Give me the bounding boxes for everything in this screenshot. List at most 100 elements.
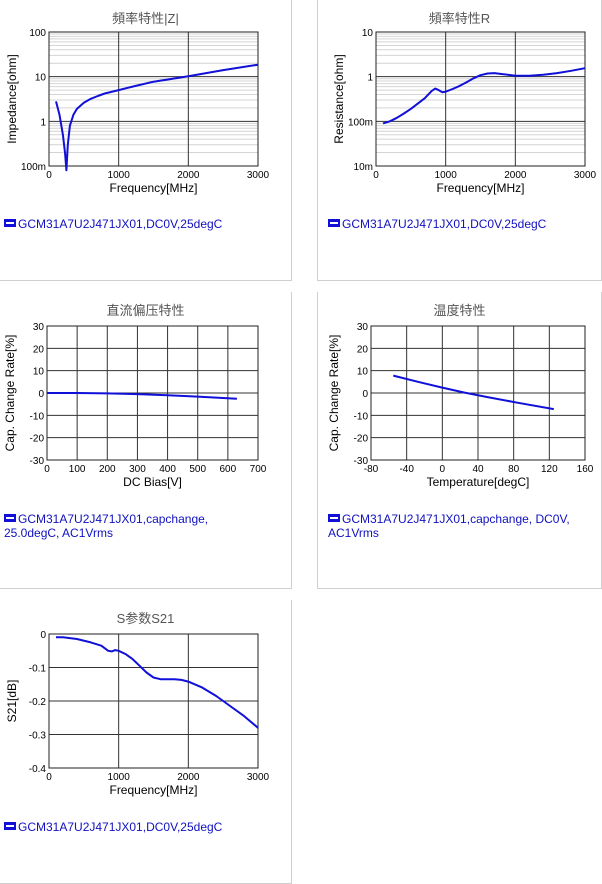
s21-panel: S参数S21 0 1000 2000 3000 0 -0.1 -0.2 -0.3 -0.4 Fre… <box>0 600 292 884</box>
x-axis-label: Frequency[MHz] <box>109 181 197 195</box>
y-tick-label: -20 <box>354 434 369 445</box>
x-tick-label: 500 <box>189 464 206 475</box>
plot-frame <box>48 633 259 769</box>
y-tick-label: 100m <box>348 117 373 128</box>
x-tick-label: 700 <box>250 464 267 475</box>
plot-frame <box>375 31 586 167</box>
x-tick-label: 0 <box>46 170 52 181</box>
legend-label: GCM31A7U2J471JX01,capchange, 25.0degC, A… <box>4 512 209 540</box>
x-axis-label: Frequency[MHz] <box>109 783 197 797</box>
y-axis-label: Resistance[ohm] <box>332 54 346 143</box>
chart-legend: GCM31A7U2J471JX01,capchange, DC0V, AC1Vr… <box>328 512 593 540</box>
y-tick-label: 10 <box>357 367 369 378</box>
y-tick-label: 30 <box>357 322 369 333</box>
y-tick-label: 100m <box>21 162 46 173</box>
series-line <box>393 374 554 411</box>
x-axis-label: DC Bias[V] <box>123 475 182 489</box>
x-tick-label: 600 <box>220 464 237 475</box>
x-tick-label: 1000 <box>108 772 131 783</box>
chart-legend: GCM31A7U2J471JX01,capchange, 25.0degC, A… <box>4 512 264 540</box>
y-tick-label: 1 <box>40 117 46 128</box>
x-tick-label: 3000 <box>574 170 597 181</box>
x-tick-label: 2000 <box>177 772 200 783</box>
y-tick-label: 0 <box>362 389 368 400</box>
x-tick-label: 2000 <box>504 170 527 181</box>
y-tick-label: -0.4 <box>29 764 47 775</box>
y-tick-label: 1 <box>367 73 373 84</box>
y-tick-label: -30 <box>30 456 45 467</box>
y-tick-label: 10m <box>354 162 373 173</box>
x-tick-label: 100 <box>69 464 86 475</box>
legend-swatch-icon <box>4 822 16 830</box>
legend-label: GCM31A7U2J471JX01,DC0V,25degC <box>18 217 223 231</box>
resistance-panel: 頻率特性R 0 1000 2000 3000 10m 100m 1 10 Frequency[M… <box>317 0 602 281</box>
legend-label: GCM31A7U2J471JX01,DC0V,25degC <box>18 820 223 834</box>
legend-swatch-icon <box>328 219 340 227</box>
y-tick-label: 20 <box>357 344 369 355</box>
series-line <box>56 636 259 729</box>
dcbias-chart: 0 100 200 300 400 500 600 700 -30 -20 -10 0 10 20 30 DC… <box>3 322 267 489</box>
x-tick-label: 0 <box>440 464 446 475</box>
x-tick-label: 300 <box>129 464 146 475</box>
temperature-chart: -80 -40 0 40 80 120 160 -30 -20 -10 0 10 20 30 Tempera… <box>327 322 594 489</box>
x-tick-label: 0 <box>44 464 50 475</box>
x-tick-label: 160 <box>577 464 594 475</box>
legend-label: GCM31A7U2J471JX01,capchange, DC0V, AC1Vr… <box>328 512 570 540</box>
y-axis-label: Impedance[ohm] <box>5 54 19 143</box>
legend-swatch-icon <box>4 514 16 522</box>
impedance-chart: 0 1000 2000 3000 100m 1 10 100 Frequency[MHz] Imp… <box>5 28 270 195</box>
y-tick-label: -30 <box>354 456 369 467</box>
resistance-chart: 0 1000 2000 3000 10m 100m 1 10 Frequency[MHz] Res… <box>332 28 597 195</box>
x-tick-label: 3000 <box>247 170 270 181</box>
x-axis-label: Temperature[degC] <box>427 475 530 489</box>
x-tick-label: -40 <box>399 464 414 475</box>
series-line <box>382 67 586 125</box>
y-tick-label: 0 <box>38 389 44 400</box>
y-tick-label: 30 <box>33 322 45 333</box>
legend-swatch-icon <box>4 219 16 227</box>
s21-chart: 0 1000 2000 3000 0 -0.1 -0.2 -0.3 -0.4 Frequency[… <box>5 630 270 797</box>
y-tick-label: 20 <box>33 344 45 355</box>
y-tick-label: -10 <box>30 411 45 422</box>
x-tick-label: 400 <box>159 464 176 475</box>
y-tick-label: 100 <box>29 28 46 39</box>
x-tick-label: 3000 <box>247 772 270 783</box>
legend-swatch-icon <box>328 514 340 522</box>
series-line <box>47 392 237 400</box>
dcbias-panel: 直流偏压特性 0 100 200 300 400 500 600 700 -30 -20 -10 0 1… <box>0 292 292 589</box>
y-tick-label: 10 <box>33 367 45 378</box>
y-axis-label: Cap. Change Rate[%] <box>327 335 341 452</box>
y-tick-label: 10 <box>35 73 47 84</box>
x-tick-label: 0 <box>373 170 379 181</box>
x-axis-label: Frequency[MHz] <box>436 181 524 195</box>
x-tick-label: 1000 <box>108 170 131 181</box>
y-axis-label: S21[dB] <box>5 680 19 723</box>
y-tick-label: -20 <box>30 434 45 445</box>
y-tick-label: -0.2 <box>29 697 47 708</box>
chart-title: 頻率特性R <box>428 11 491 26</box>
chart-legend: GCM31A7U2J471JX01,DC0V,25degC <box>328 217 546 231</box>
plot-frame <box>370 325 586 461</box>
x-tick-label: 200 <box>99 464 116 475</box>
temperature-panel: 温度特性 -80 -40 0 40 80 120 160 -30 -20 -10 0 10 20 30 Te… <box>317 292 602 589</box>
x-tick-label: 1000 <box>435 170 458 181</box>
x-tick-label: -80 <box>364 464 379 475</box>
x-tick-label: 120 <box>541 464 558 475</box>
chart-title: 温度特性 <box>433 303 486 318</box>
y-tick-label: -0.3 <box>29 731 47 742</box>
chart-title: S参数S21 <box>116 611 175 626</box>
x-tick-label: 40 <box>472 464 484 475</box>
x-tick-label: 0 <box>46 772 52 783</box>
x-tick-label: 80 <box>508 464 520 475</box>
y-tick-label: 10 <box>362 28 374 39</box>
y-tick-label: -0.1 <box>29 664 47 675</box>
y-axis-label: Cap. Change Rate[%] <box>3 335 17 452</box>
y-tick-label: -10 <box>354 411 369 422</box>
x-tick-label: 2000 <box>177 170 200 181</box>
chart-title: 直流偏压特性 <box>106 303 185 318</box>
y-tick-label: 0 <box>40 630 46 641</box>
chart-legend: GCM31A7U2J471JX01,DC0V,25degC <box>4 820 222 834</box>
plot-frame <box>48 31 259 167</box>
series-line <box>55 63 259 172</box>
chart-title: 頻率特性|Z| <box>112 11 179 26</box>
